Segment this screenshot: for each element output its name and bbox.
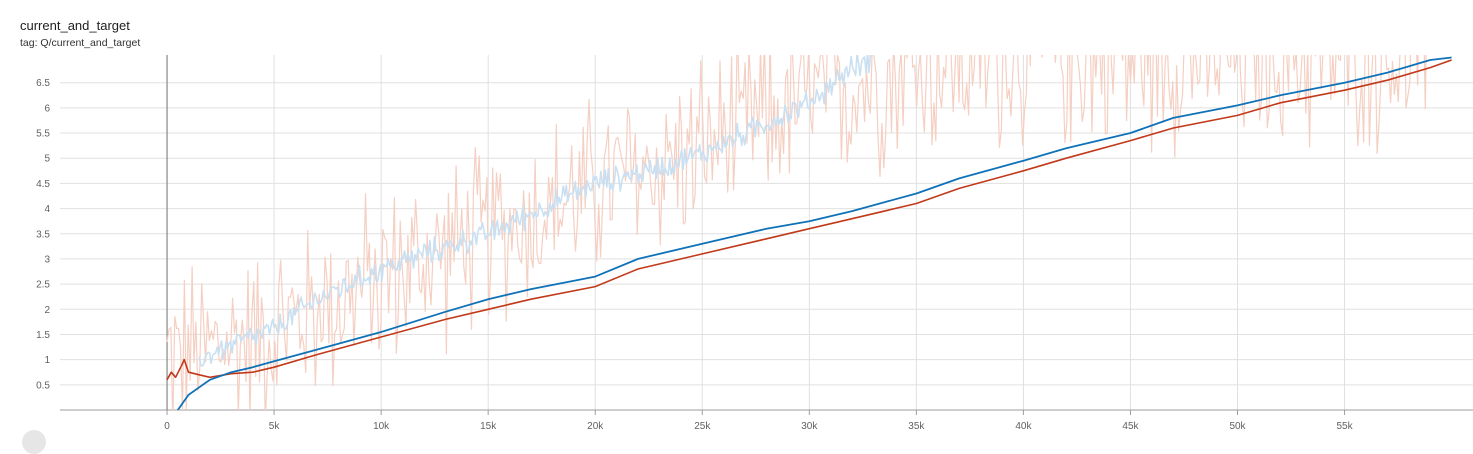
y-tick-label: 4.5 (36, 179, 50, 190)
y-tick-label: 5 (44, 154, 50, 165)
x-tick-label: 35k (908, 421, 925, 432)
y-tick-label: 1.5 (36, 330, 50, 341)
y-tick-label: 1 (44, 355, 50, 366)
x-tick-label: 25k (694, 421, 711, 432)
x-tick-label: 10k (373, 421, 390, 432)
chart-header: current_and_target tag: Q/current_and_ta… (20, 18, 140, 50)
x-tick-label: 55k (1336, 421, 1353, 432)
x-tick-label: 40k (1015, 421, 1032, 432)
target-smoothed-series-line (166, 59, 1452, 381)
y-tick-label: 6.5 (36, 78, 50, 89)
chart-tag: tag: Q/current_and_target (20, 37, 141, 49)
current-raw-series-line (198, 55, 872, 367)
y-tick-label: 4 (44, 204, 50, 215)
x-tick-label: 15k (480, 421, 497, 432)
x-tick-label: 20k (587, 421, 604, 432)
y-tick-label: 3 (44, 254, 50, 265)
y-tick-label: 5.5 (36, 129, 50, 140)
y-tick-label: 2.5 (36, 280, 50, 291)
current-smoothed-series-line (177, 56, 1452, 410)
x-tick-label: 45k (1122, 421, 1139, 432)
y-tick-label: 0.5 (36, 380, 50, 391)
x-tick-label: 50k (1229, 421, 1246, 432)
y-tick-label: 2 (44, 305, 50, 316)
target-raw-series-line (166, 55, 1427, 410)
y-tick-label: 6 (44, 103, 50, 114)
x-tick-label: 5k (269, 421, 281, 432)
x-tick-label: 0 (164, 421, 170, 432)
series-group (166, 55, 1452, 410)
line-chart: 0.5 1 1.5 2 2.5 3 3.5 4 4.5 5 5.5 6 6.5 0 5k 10k 15k 20k 2… (36, 55, 1473, 432)
x-tick-label: 30k (801, 421, 818, 432)
chart-title: current_and_target (20, 18, 130, 33)
expand-chart-button[interactable] (22, 430, 46, 454)
y-tick-label: 3.5 (36, 229, 50, 240)
